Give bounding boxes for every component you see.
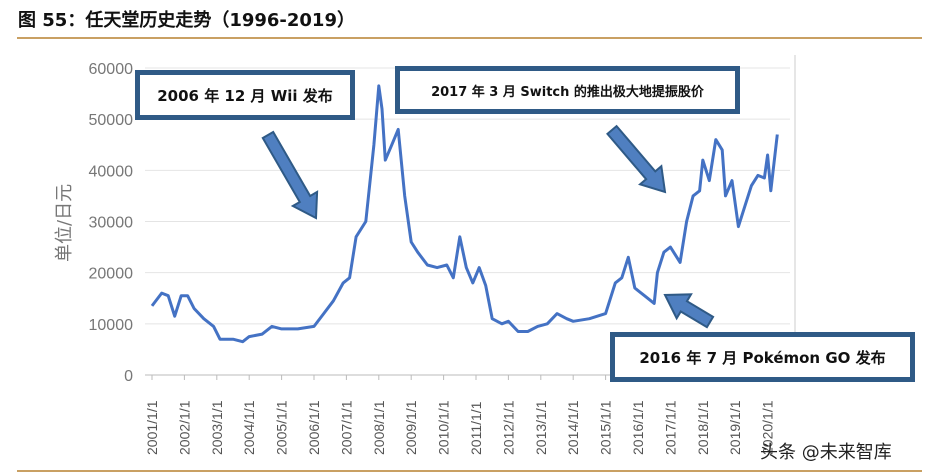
y-tick-label: 0: [124, 368, 133, 385]
x-tick-label: 2006/1/1: [306, 400, 322, 455]
x-tick-label: 2003/1/1: [209, 400, 225, 455]
x-tick-label: 2008/1/1: [371, 400, 387, 455]
annotation-pokemon-go: 2016 年 7 月 Pokémon GO 发布: [610, 332, 915, 382]
x-tick-label: 2014/1/1: [565, 400, 581, 455]
x-tick-label: 2005/1/1: [274, 400, 290, 455]
y-tick-label: 30000: [89, 215, 134, 232]
y-tick-label: 10000: [89, 317, 134, 334]
x-tick-label: 2009/1/1: [403, 400, 419, 455]
watermark: 头条 @未来智库: [760, 442, 892, 463]
x-tick-label: 2013/1/1: [533, 400, 549, 455]
x-tick-label: 2004/1/1: [241, 400, 257, 455]
arrow-switch: [606, 124, 667, 194]
x-tick-label: 2012/1/1: [500, 400, 516, 455]
y-tick-label: 60000: [89, 61, 134, 78]
annotation-switch: 2017 年 3 月 Switch 的推出极大地提振股价: [395, 66, 740, 114]
x-tick-label: 2010/1/1: [436, 400, 452, 455]
x-tick-label: 2017/1/1: [662, 400, 678, 455]
x-tick-label: 2019/1/1: [727, 400, 743, 455]
x-tick-label: 2011/1/1: [468, 401, 484, 455]
price-line: [150, 84, 779, 344]
bottom-rule: [17, 470, 922, 472]
x-tick-label: 2018/1/1: [695, 400, 711, 455]
y-axis-label: 单位/日元: [54, 184, 75, 262]
x-tick-label: 2007/1/1: [338, 400, 354, 455]
arrow-wii: [261, 130, 319, 220]
x-tick-label: 2015/1/1: [598, 400, 614, 455]
y-tick-label: 50000: [89, 112, 134, 129]
x-tick-label: 2002/1/1: [176, 400, 192, 455]
arrow-pokemon-go: [663, 293, 715, 329]
top-rule: [17, 37, 922, 39]
y-tick-label: 20000: [89, 266, 134, 283]
y-tick-label: 40000: [89, 163, 134, 180]
x-tick-label: 2020/1/1: [760, 400, 776, 455]
x-tick-label: 2001/1/1: [144, 400, 160, 455]
annotation-wii: 2006 年 12 月 Wii 发布: [135, 70, 355, 120]
chart-title: 图 55：任天堂历史走势（1996-2019）: [18, 10, 355, 31]
x-tick-label: 2016/1/1: [630, 400, 646, 455]
